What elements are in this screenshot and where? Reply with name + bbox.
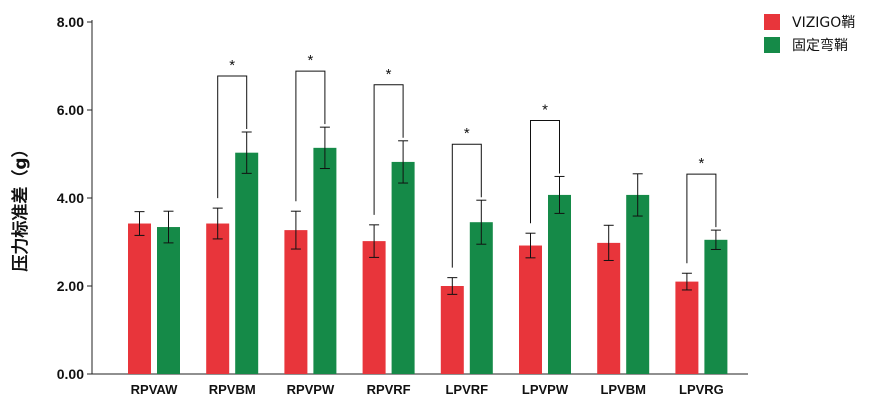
legend-item-series-2: 固定弯鞘 xyxy=(764,33,855,56)
bar-lpvbm-series-2 xyxy=(626,194,650,374)
bar-lpvrf-series-2 xyxy=(469,222,493,374)
y-axis-label: 压力标准差（g） xyxy=(10,140,31,271)
bar-lpvrg-series-2 xyxy=(704,239,728,374)
significance-brackets: * * * * * * xyxy=(217,52,717,268)
bar-lpvpw-series-1 xyxy=(519,245,542,374)
y-tick-label: 0.00 xyxy=(57,366,84,382)
significance-bracket xyxy=(451,143,482,268)
bar-rpvpw-series-2 xyxy=(313,147,337,374)
bar-lpvbm-series-1 xyxy=(597,242,621,374)
bar-lpvpw-series-2 xyxy=(548,194,571,374)
significance-marker: * xyxy=(229,57,235,74)
y-tick-label: 6.00 xyxy=(57,102,84,118)
significance-marker: * xyxy=(386,66,392,83)
y-tick-label: 4.00 xyxy=(57,190,84,206)
y-tick-label: 2.00 xyxy=(57,278,84,294)
x-tick-label: RPVAW xyxy=(131,382,178,397)
bar-rpvaw-series-2 xyxy=(157,227,180,374)
bar-rpvbm-series-2 xyxy=(235,152,259,374)
bar-rpvaw-series-1 xyxy=(128,223,151,374)
significance-marker: * xyxy=(698,155,704,172)
significance-bracket xyxy=(530,119,560,224)
significance-bracket xyxy=(686,173,717,264)
significance-bracket xyxy=(217,75,248,199)
bar-rpvrf-series-2 xyxy=(391,161,415,374)
bar-lpvrg-series-1 xyxy=(675,281,699,374)
legend: VIZIGO鞘 固定弯鞘 xyxy=(764,10,855,56)
y-tick-label: 8.00 xyxy=(57,14,84,30)
legend-swatch xyxy=(764,13,780,30)
bar-rpvbm-series-1 xyxy=(206,223,230,374)
x-tick-label: RPVRF xyxy=(367,382,411,397)
x-tick-label: RPVPW xyxy=(287,382,335,397)
x-tick-label: LPVBM xyxy=(600,382,646,397)
significance-bracket xyxy=(373,84,404,215)
bar-rpvrf-series-1 xyxy=(362,241,386,374)
x-tick-label: LPVRF xyxy=(445,382,488,397)
x-tick-label: LPVRG xyxy=(679,382,724,397)
legend-item-series-1: VIZIGO鞘 xyxy=(764,10,855,33)
significance-marker: * xyxy=(542,101,548,118)
error-bars xyxy=(134,126,721,295)
significance-marker: * xyxy=(464,125,470,142)
significance-marker: * xyxy=(307,52,313,69)
bar-rpvpw-series-1 xyxy=(284,230,308,374)
legend-label: 固定弯鞘 xyxy=(792,37,848,54)
x-tick-label: LPVPW xyxy=(522,382,569,397)
x-tick-label: RPVBM xyxy=(209,382,256,397)
bars xyxy=(128,147,728,374)
legend-label: VIZIGO鞘 xyxy=(792,14,856,31)
bar-lpvrf-series-1 xyxy=(440,286,464,374)
axes: 0.00 2.00 4.00 6.00 8.00 RPVAW RPVBM RPVPW RPVRF… xyxy=(57,14,748,397)
significance-bracket xyxy=(295,70,326,202)
legend-swatch xyxy=(764,36,780,53)
